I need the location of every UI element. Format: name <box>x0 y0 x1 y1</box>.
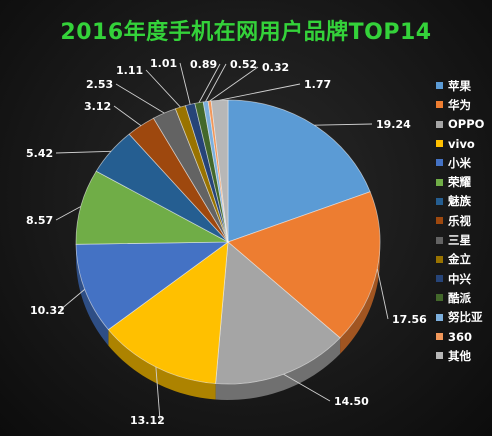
legend-item: 荣耀 <box>436 172 492 191</box>
pie-slice-1 <box>227 191 381 339</box>
legend-item: 酷派 <box>436 288 492 307</box>
legend-swatch <box>436 101 443 109</box>
legend-item: 小米 <box>436 153 492 172</box>
slice-label-13: 0.32 <box>262 61 289 74</box>
legend-item: vivo <box>436 134 492 153</box>
legend-swatch <box>436 120 443 128</box>
slice-label-1: 17.56 <box>392 313 427 326</box>
pie-labels-layer: 19.24 17.56 14.50 13.12 10.32 8.57 5.42 3.12 2.5… <box>26 57 427 427</box>
pie-slice-3 <box>107 241 229 384</box>
legend-label: 乐视 <box>448 213 471 228</box>
legend-swatch <box>436 178 443 186</box>
leader-line-5 <box>55 206 82 221</box>
legend-swatch <box>436 313 443 321</box>
slice-label-8: 2.53 <box>86 78 113 91</box>
leader-line-0 <box>314 123 373 126</box>
legend-swatch <box>436 217 443 225</box>
slice-label-12: 0.52 <box>230 58 257 71</box>
leader-line-4 <box>59 289 85 311</box>
legend-label: 努比亚 <box>448 310 483 325</box>
legend-item: 360 <box>436 327 492 346</box>
legend-item: OPPO <box>436 115 492 134</box>
pie-slice-14 <box>210 99 229 243</box>
legend-swatch <box>436 275 443 283</box>
legend-swatch <box>436 82 443 90</box>
legend-label: 金立 <box>448 252 471 267</box>
leader-line-9 <box>145 69 181 108</box>
legend-swatch <box>436 352 443 360</box>
slice-label-6: 5.42 <box>26 147 53 160</box>
legend-swatch <box>436 255 443 263</box>
legend-label: 360 <box>448 329 473 344</box>
pie-slice-0 <box>227 99 371 243</box>
slice-label-14: 1.77 <box>304 78 331 91</box>
legend-item: 魅族 <box>436 192 492 211</box>
leader-line-2 <box>283 373 331 402</box>
pie-depth-3 <box>108 329 216 400</box>
leader-line-14 <box>219 83 301 101</box>
pie-depth-1 <box>340 242 380 354</box>
slice-label-4: 10.32 <box>30 304 65 317</box>
legend-swatch <box>436 159 443 167</box>
legend-item: 其他 <box>436 346 492 365</box>
leader-line-13 <box>209 66 259 102</box>
legend-label: vivo <box>448 136 475 151</box>
legend-item: 华为 <box>436 95 492 114</box>
legend: 苹果华为 OPPO vivo 小米荣耀魅族乐视三星金立中兴酷派努比亚 360 其他 <box>436 76 492 365</box>
leader-line-12 <box>205 63 227 102</box>
leader-line-8 <box>115 83 165 114</box>
pie-slice-4 <box>75 241 230 331</box>
slice-label-0: 19.24 <box>376 118 411 131</box>
legend-label: 苹果 <box>448 78 471 93</box>
legend-label: 魅族 <box>448 194 471 209</box>
leader-line-10 <box>179 62 191 105</box>
legend-swatch <box>436 294 443 302</box>
pie-depth-4 <box>76 244 109 346</box>
legend-item: 努比亚 <box>436 308 492 327</box>
leader-line-11 <box>198 63 221 103</box>
legend-label: 其他 <box>448 348 471 363</box>
legend-swatch <box>436 333 443 340</box>
legend-label: OPPO <box>448 117 485 132</box>
legend-swatch <box>436 140 443 148</box>
legend-swatch <box>436 236 443 244</box>
legend-label: 中兴 <box>448 271 471 286</box>
legend-label: 华为 <box>448 97 471 112</box>
pie-top-layer <box>75 99 381 385</box>
slice-label-2: 14.50 <box>334 395 369 408</box>
chart-title: 2016年度手机在网用户品牌TOP14 <box>60 20 432 45</box>
slice-label-9: 1.11 <box>116 64 143 77</box>
legend-label: 小米 <box>448 155 471 170</box>
slice-label-10: 1.01 <box>150 57 177 70</box>
leader-line-7 <box>113 105 142 126</box>
legend-label: 荣耀 <box>448 175 471 190</box>
slice-label-5: 8.57 <box>26 214 53 227</box>
leader-line-6 <box>55 150 112 154</box>
legend-item: 中兴 <box>436 269 492 288</box>
leader-line-3 <box>155 366 161 421</box>
legend-swatch <box>436 197 443 205</box>
legend-item: 三星 <box>436 230 492 249</box>
legend-item: 苹果 <box>436 76 492 95</box>
pie-depth-2 <box>215 337 341 400</box>
leader-line-1 <box>376 268 389 320</box>
slice-label-11: 0.89 <box>190 58 217 71</box>
legend-label: 酷派 <box>448 290 471 305</box>
slice-label-3: 13.12 <box>130 414 165 427</box>
legend-label: 三星 <box>448 233 471 248</box>
legend-item: 乐视 <box>436 211 492 230</box>
slice-label-7: 3.12 <box>84 100 111 113</box>
legend-item: 金立 <box>436 250 492 269</box>
